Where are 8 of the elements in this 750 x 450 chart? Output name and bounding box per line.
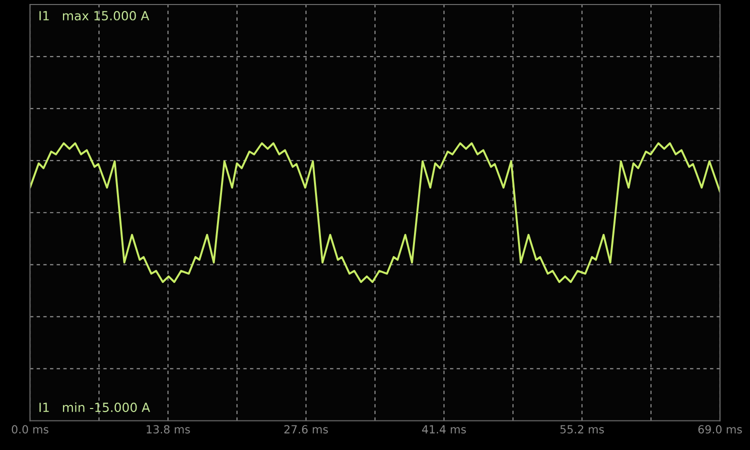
x-tick-label: 13.8 ms <box>146 425 190 434</box>
x-tick-label: 0.0 ms <box>12 425 48 434</box>
x-tick-label: 55.2 ms <box>560 425 604 434</box>
text: I1 min -15.000 A <box>40 402 150 412</box>
x-tick-label: 69.0 ms <box>698 425 742 434</box>
x-tick-label: 41.4 ms <box>422 425 466 434</box>
text: I1 max 15.000 A <box>40 10 150 20</box>
x-tick-label: 27.6 ms <box>284 425 328 434</box>
